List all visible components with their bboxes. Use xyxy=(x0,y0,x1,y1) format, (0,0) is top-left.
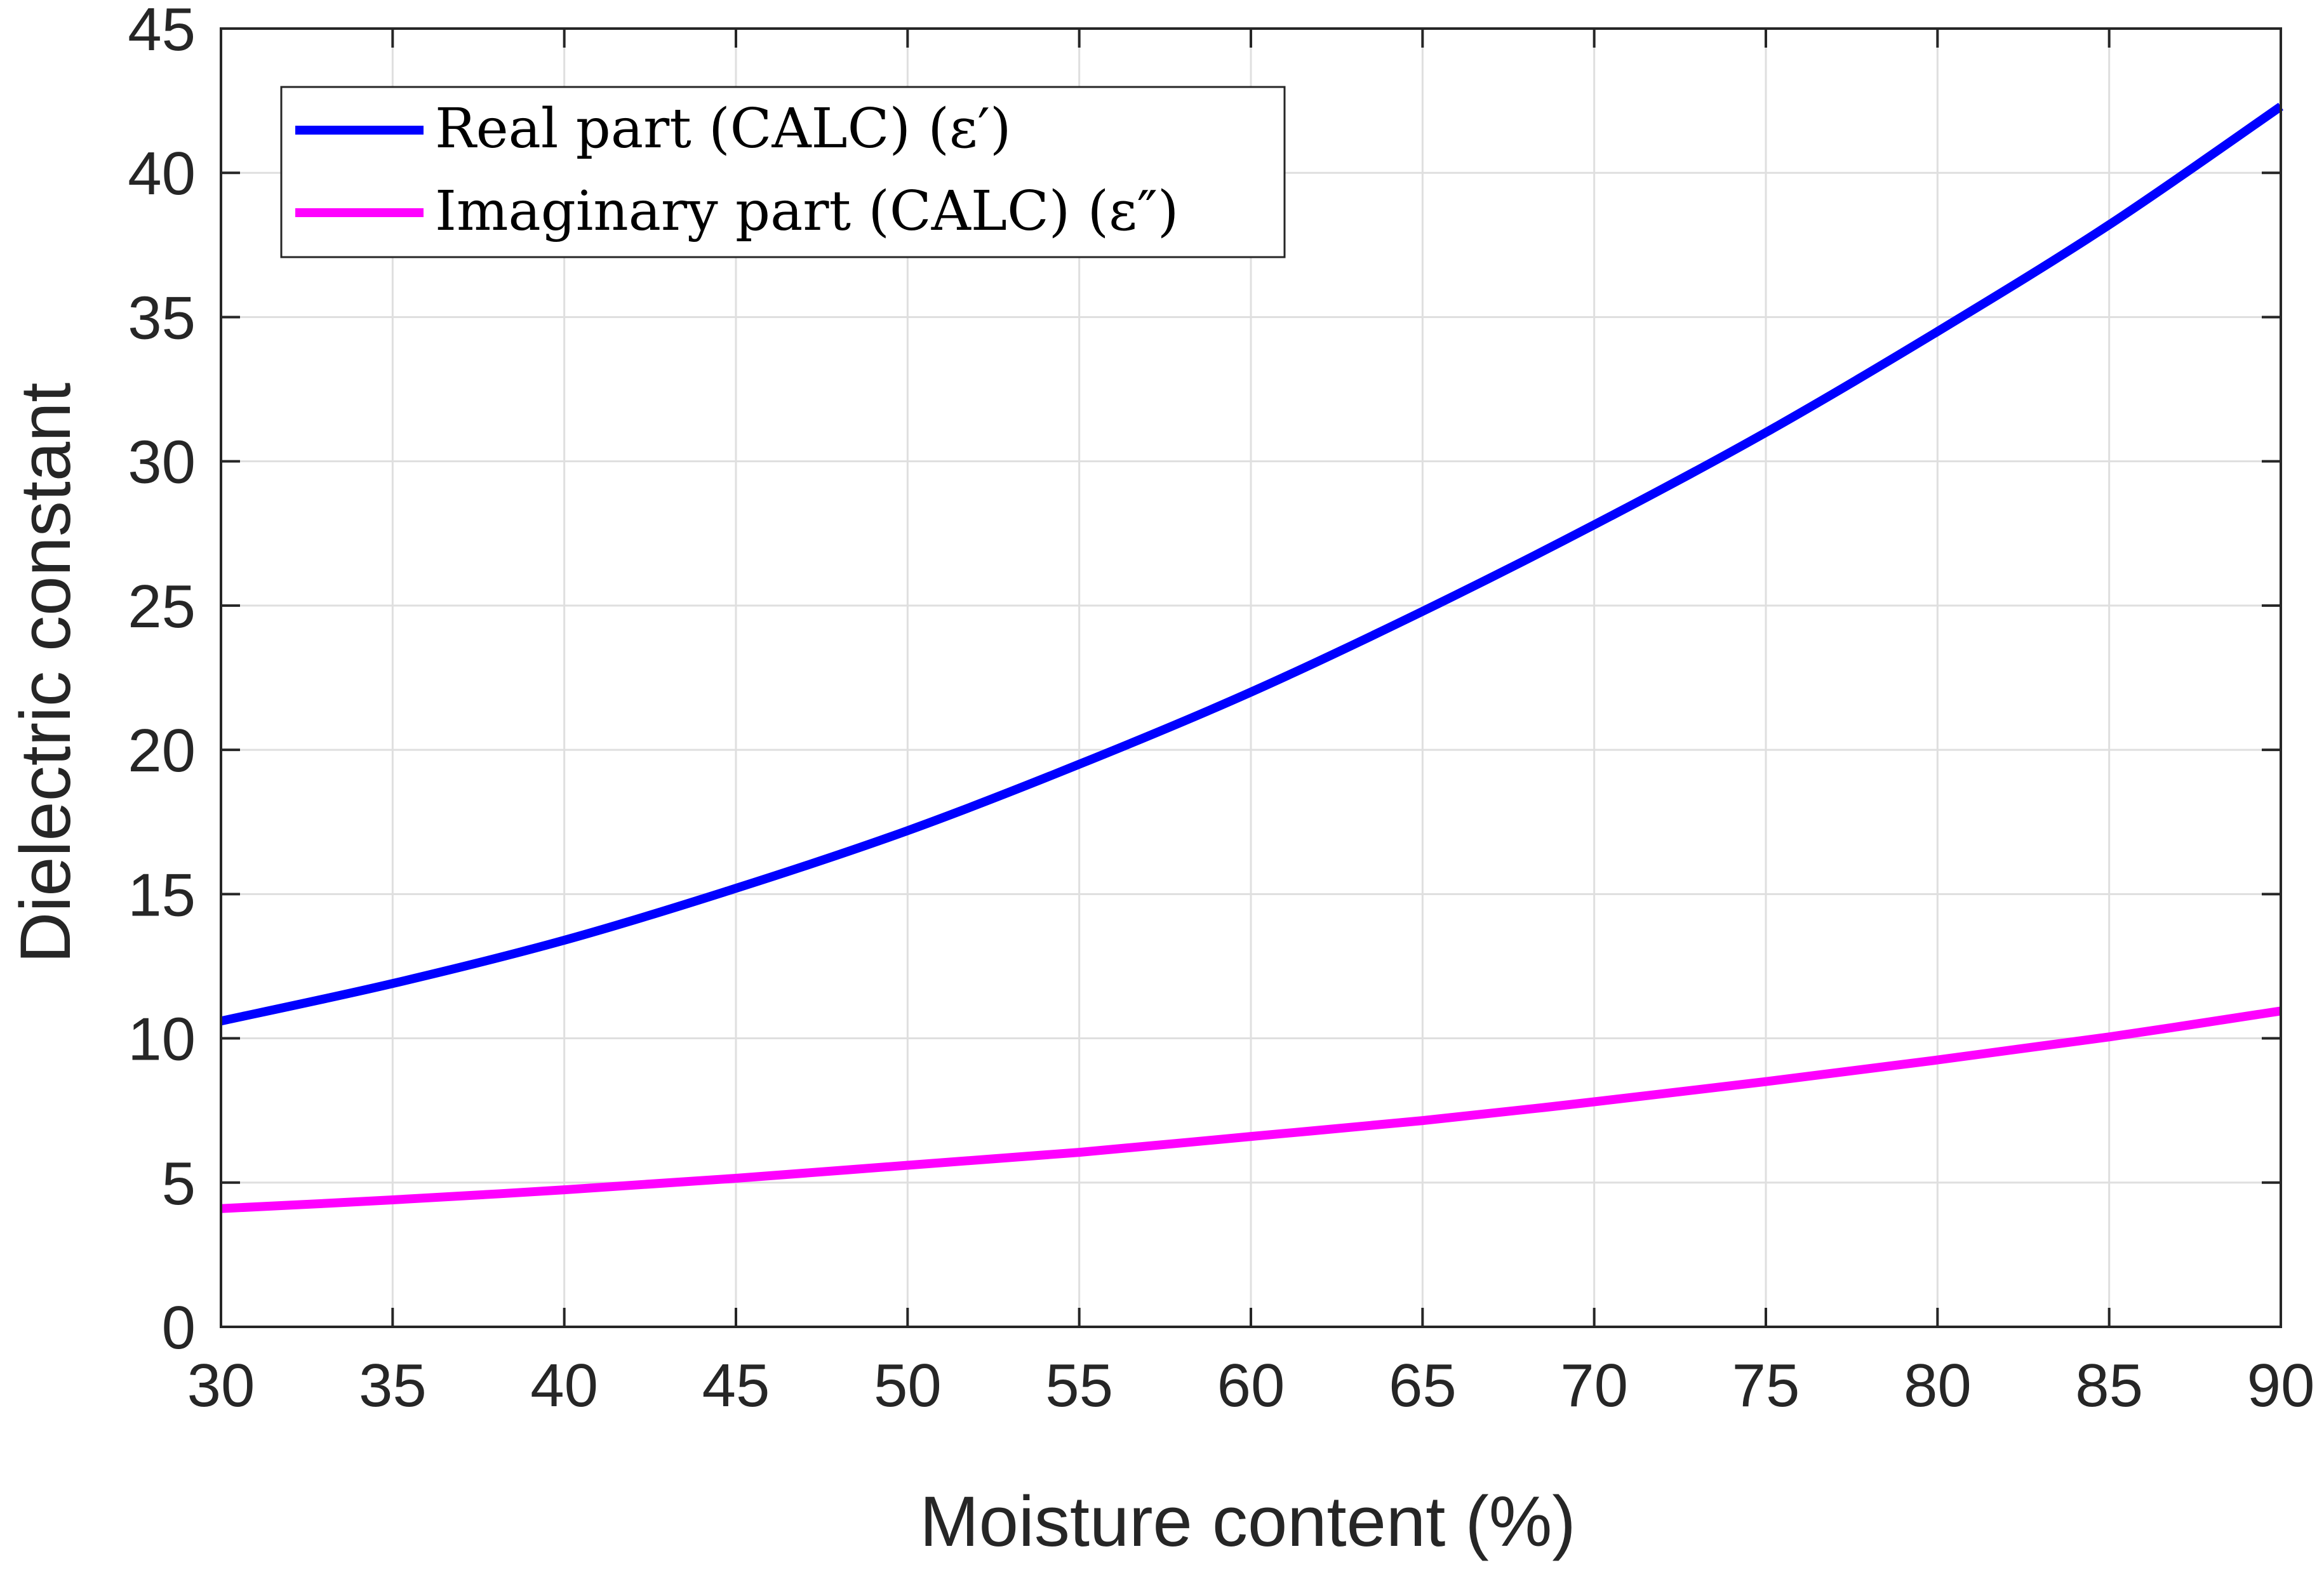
y-tick-label: 20 xyxy=(128,717,196,785)
y-tick-label: 30 xyxy=(128,429,196,496)
x-axis-title: Moisture content (%) xyxy=(919,1482,1575,1561)
series-line-imaginary-part xyxy=(220,1006,2282,1213)
legend-label-imaginary-part: Imaginary part (CALC) (ε″) xyxy=(435,180,1179,243)
x-tick-label: 65 xyxy=(1389,1352,1457,1420)
y-tick-label: 5 xyxy=(162,1150,196,1218)
x-tick-labels: 30 35 40 45 50 55 60 65 70 75 80 85 90 xyxy=(187,1352,2315,1420)
x-tick-label: 30 xyxy=(187,1352,255,1420)
y-tick-label: 40 xyxy=(128,140,196,208)
y-tick-label: 10 xyxy=(128,1006,196,1074)
y-tick-label: 0 xyxy=(162,1294,196,1362)
x-tick-label: 40 xyxy=(530,1352,598,1420)
x-tick-label: 55 xyxy=(1045,1352,1113,1420)
legend-box xyxy=(280,86,1286,258)
legend-label-real-part: Real part (CALC) (ε′) xyxy=(435,97,1012,161)
y-tick-labels: 0 5 10 15 20 25 30 35 40 45 xyxy=(128,0,196,1362)
y-axis-title: Dielectric constant xyxy=(6,382,85,963)
x-tick-label: 75 xyxy=(1732,1352,1800,1420)
y-tick-label: 25 xyxy=(128,573,196,641)
x-tick-label: 45 xyxy=(702,1352,770,1420)
legend: Real part (CALC) (ε′) Imaginary part (CA… xyxy=(280,86,1286,258)
x-tick-label: 35 xyxy=(359,1352,427,1420)
y-tick-label: 15 xyxy=(128,861,196,929)
x-tick-label: 85 xyxy=(2075,1352,2143,1420)
x-tick-label: 90 xyxy=(2247,1352,2315,1420)
x-tick-label: 70 xyxy=(1560,1352,1628,1420)
series-line-real-part xyxy=(220,102,2283,1026)
x-tick-label: 80 xyxy=(1904,1352,1972,1420)
y-tick-label: 45 xyxy=(128,0,196,63)
x-tick-label: 60 xyxy=(1217,1352,1285,1420)
tick-marks xyxy=(220,27,2282,1328)
x-tick-label: 50 xyxy=(874,1352,942,1420)
series-lines xyxy=(220,102,2283,1213)
y-tick-label: 35 xyxy=(128,284,196,352)
